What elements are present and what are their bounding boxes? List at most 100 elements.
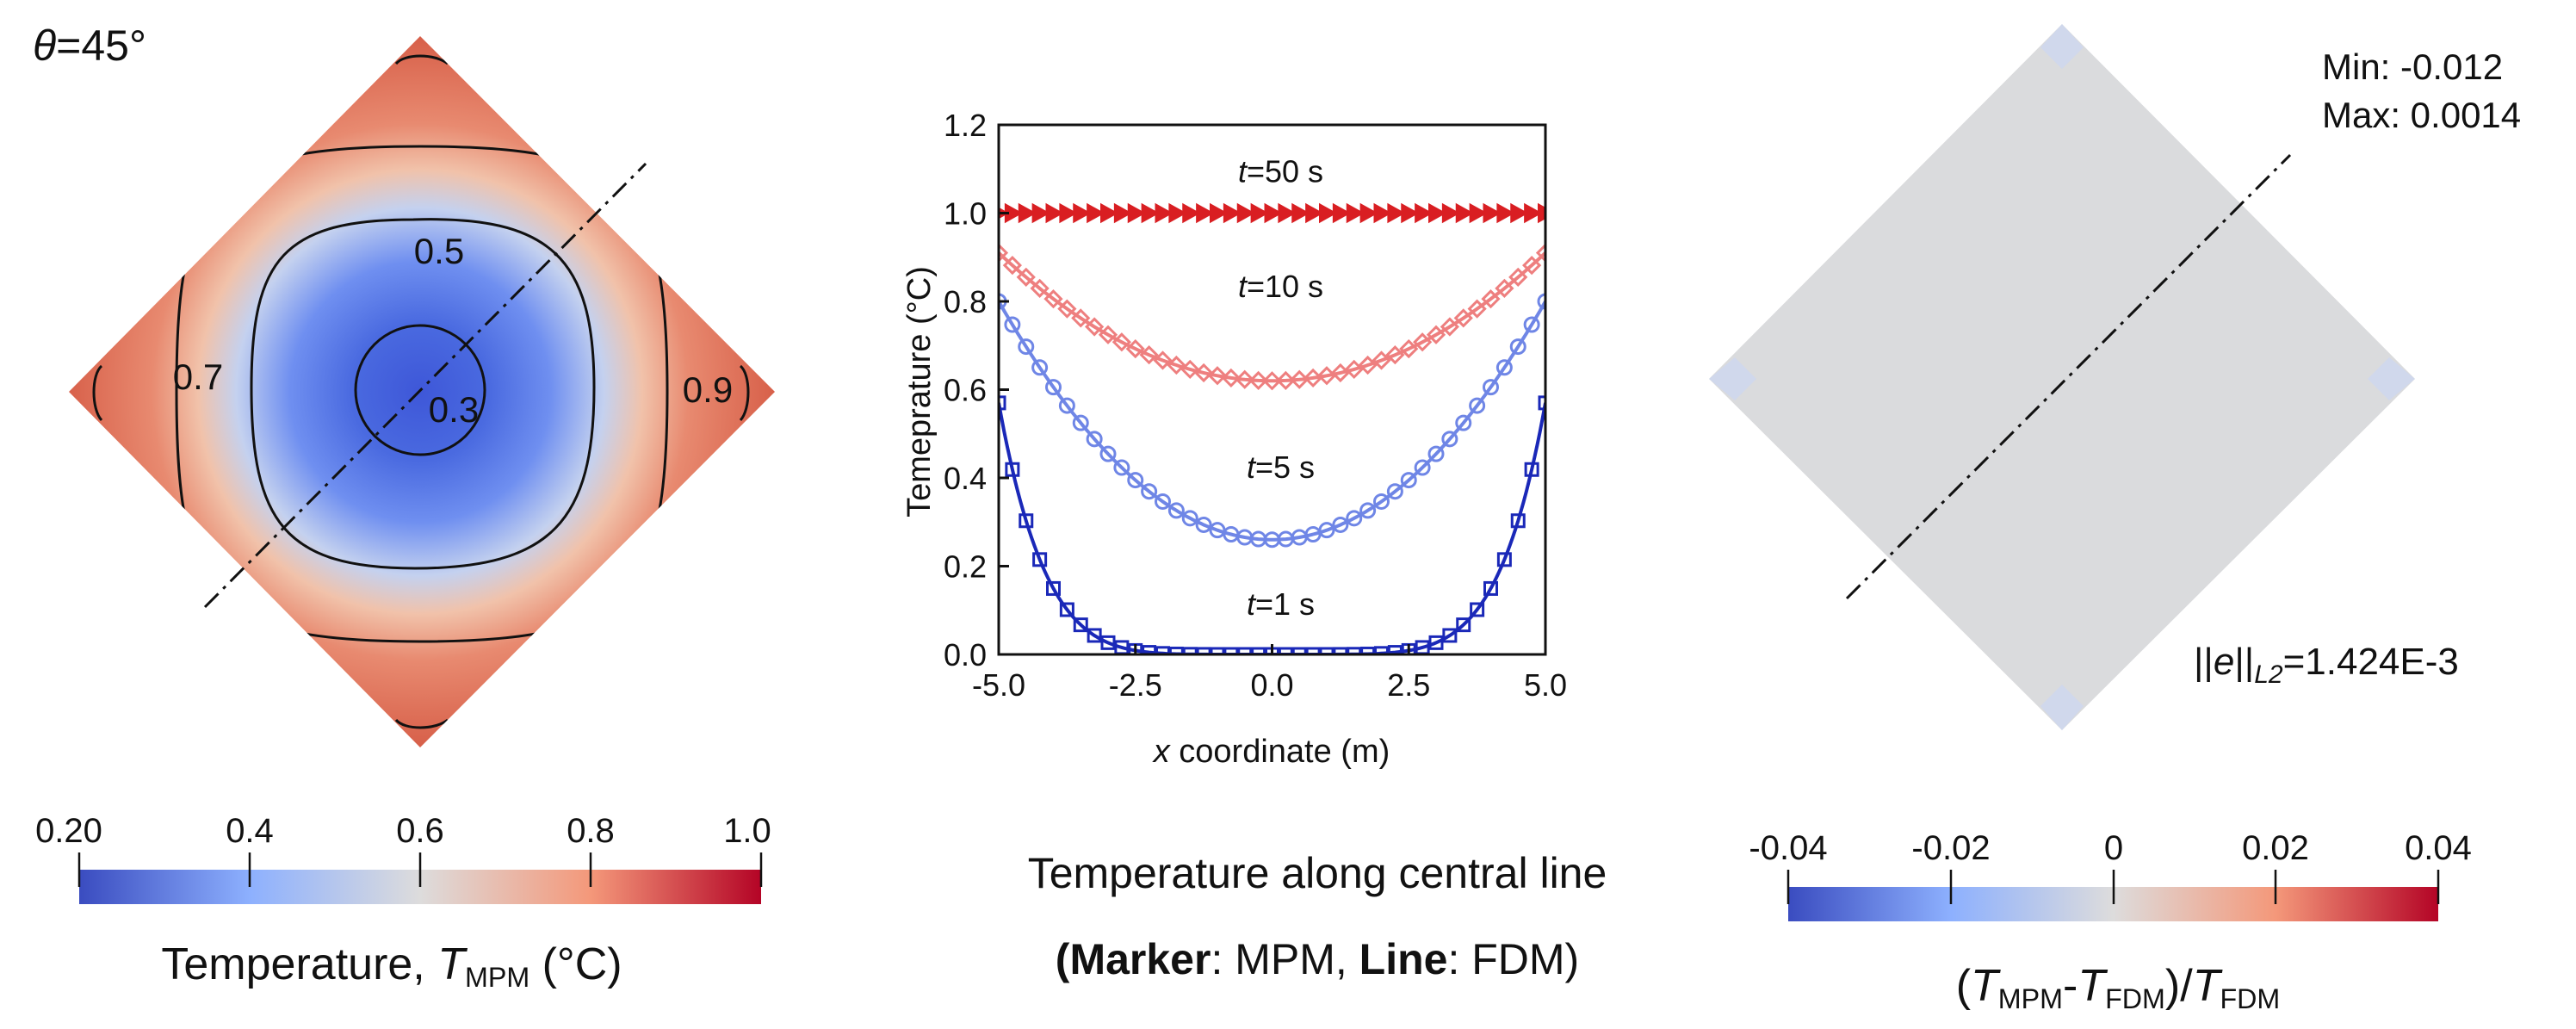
cb-left-tick-2: 0.6 xyxy=(396,812,444,850)
right-panel: Min: -0.012 Max: 0.0014 ||e||L2=1.424E-3… xyxy=(1709,24,2521,921)
series-marker xyxy=(1018,338,1035,356)
series-marker xyxy=(1441,202,1460,224)
series-marker xyxy=(999,243,1009,263)
cb-right-tick-2: 0 xyxy=(2104,829,2123,867)
series-marker xyxy=(1087,628,1102,643)
central-line-right xyxy=(1845,153,2292,600)
series-marker xyxy=(1332,202,1351,224)
series-marker xyxy=(1414,459,1431,476)
series-marker xyxy=(1059,602,1074,617)
series-marker xyxy=(1455,414,1472,431)
series-marker xyxy=(1456,617,1471,633)
contour-0.9-right xyxy=(739,364,750,422)
axis-ticks: -5.0 -2.5 0.0 2.5 5.0 0.0 0.2 0.4 0.6 0.8 1.0 1.2 xyxy=(944,108,1567,703)
error-field-corner-top xyxy=(2040,24,2084,69)
angle-label: θ=45° xyxy=(33,22,146,70)
series-marker xyxy=(1182,202,1201,224)
series-marker xyxy=(1372,350,1391,370)
series-line xyxy=(999,402,1545,654)
series-marker xyxy=(1127,472,1144,489)
series-label: t=1 s xyxy=(1247,586,1315,622)
series-marker xyxy=(1072,414,1089,431)
series-marker xyxy=(1180,359,1200,379)
series-marker xyxy=(1510,513,1526,529)
series-marker xyxy=(1305,202,1324,224)
central-line xyxy=(203,162,647,609)
contour-0.9-left xyxy=(92,364,103,422)
series-marker xyxy=(1522,255,1542,276)
series-marker xyxy=(1453,308,1473,328)
y-tick-label: 0.0 xyxy=(944,637,987,673)
series-marker xyxy=(1387,645,1403,654)
series-marker xyxy=(1399,338,1419,359)
series-marker xyxy=(1031,202,1050,224)
series-marker xyxy=(1142,645,1157,654)
contour-label-0.3: 0.3 xyxy=(429,389,479,430)
series-marker xyxy=(1250,202,1269,224)
series-marker xyxy=(1427,445,1445,462)
series-marker xyxy=(1496,552,1512,567)
series-marker xyxy=(1019,513,1034,529)
series-marker xyxy=(1167,355,1186,375)
series-marker xyxy=(1155,493,1171,510)
series-marker xyxy=(1469,397,1486,414)
series-marker xyxy=(1181,510,1198,527)
series-marker xyxy=(1210,202,1229,224)
series-marker xyxy=(1045,202,1064,224)
y-tick-label: 0.2 xyxy=(944,549,987,585)
left-panel: θ=45° 0.5 0.7 0.3 0.9 0.20 0.4 0 xyxy=(33,22,775,904)
series-marker xyxy=(1087,202,1105,224)
series-marker xyxy=(1221,368,1241,388)
series-marker xyxy=(1098,325,1118,344)
series-marker xyxy=(1276,370,1296,390)
cb-left-tick-1: 0.4 xyxy=(226,812,274,850)
series-marker xyxy=(1100,202,1119,224)
series-marker xyxy=(1442,628,1458,643)
l2-norm-text: ||e||L2=1.424E-3 xyxy=(2194,641,2459,689)
series-marker xyxy=(1509,338,1526,356)
series-marker xyxy=(1030,278,1050,298)
contour-0.3 xyxy=(354,324,486,456)
cb-right-tick-0: -0.04 xyxy=(1749,829,1827,867)
cb-right-tick-3: 0.02 xyxy=(2242,829,2309,867)
x-tick-label: 0.0 xyxy=(1250,667,1293,703)
y-tick-label: 1.2 xyxy=(944,108,987,143)
series-marker xyxy=(1004,316,1021,333)
series-label: t=50 s xyxy=(1238,154,1323,189)
series-marker xyxy=(1073,202,1092,224)
y-axis-label: Temeprature (°C) xyxy=(901,266,938,518)
series-marker xyxy=(1428,202,1447,224)
temperature-field-diamond xyxy=(69,36,775,747)
series-marker xyxy=(1535,243,1545,263)
series-marker xyxy=(1318,522,1335,539)
series-marker xyxy=(1099,445,1117,462)
series-marker xyxy=(1358,355,1378,375)
series-marker xyxy=(1085,317,1105,337)
series-marker xyxy=(1058,397,1075,414)
series-marker xyxy=(1344,359,1364,379)
series-marker xyxy=(1059,202,1078,224)
chart-caption: Temperature along central line xyxy=(1027,849,1607,897)
x-axis-label: x coordinate (m) xyxy=(1152,734,1390,770)
series-marker xyxy=(1207,366,1228,386)
error-field-corner-left xyxy=(1709,357,1756,400)
series-marker xyxy=(1386,483,1403,500)
series-marker xyxy=(1373,493,1390,510)
series-marker xyxy=(1086,431,1103,448)
error-colorbar-ticks xyxy=(1786,870,2440,904)
series-marker xyxy=(1346,510,1363,527)
series-marker xyxy=(1415,202,1434,224)
series-marker xyxy=(1510,202,1529,224)
series-marker xyxy=(1153,350,1173,370)
series-marker xyxy=(1194,363,1214,383)
series-marker xyxy=(1387,202,1406,224)
series-marker xyxy=(1112,332,1131,352)
series-marker xyxy=(1428,635,1444,650)
series-marker xyxy=(1538,395,1545,411)
cb-left-tick-4: 1.0 xyxy=(723,812,771,850)
series-marker xyxy=(1251,647,1266,654)
series-marker xyxy=(1031,359,1049,376)
contour-0.5 xyxy=(250,218,596,570)
series-marker xyxy=(1537,293,1545,310)
series-t-5-s xyxy=(999,293,1545,549)
